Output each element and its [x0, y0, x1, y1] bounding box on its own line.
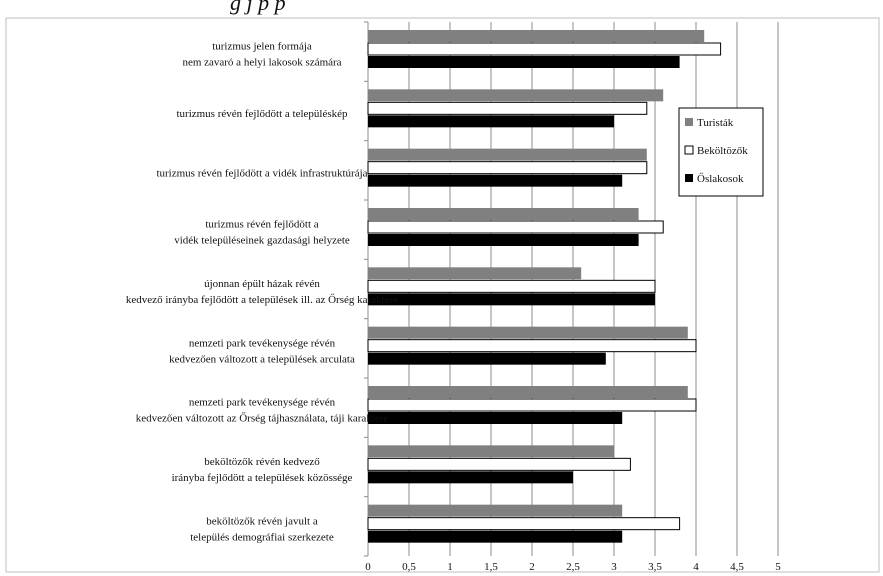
bar-turisták [368, 386, 688, 398]
x-tick-label: 4,5 [730, 561, 744, 573]
x-tick-label: 0,5 [402, 561, 416, 573]
category-label-line: irányba fejlődött a települések közösség… [172, 472, 353, 484]
x-tick-label: 0 [365, 561, 371, 573]
category-label-line: turizmus jelen formája [212, 41, 312, 53]
category-label: beköltözők révén javult a település demog… [190, 515, 334, 543]
bar-turisták [368, 30, 705, 42]
legend-swatch [684, 145, 694, 155]
x-tick-label: 1 [447, 561, 453, 573]
bar-beköltözők [367, 398, 697, 412]
category-label-line: település demográfiai szerkezete [190, 531, 334, 543]
bar-őslakosok [368, 174, 623, 187]
category-label-line: vidék településeinek gazdasági helyzete [174, 235, 350, 247]
category-label-line: turizmus révén fejlődött a [205, 219, 318, 231]
header-fragment: g j p p [230, 0, 286, 15]
bar-beköltözők [367, 339, 697, 353]
category-label: nemzeti park tevékenysége révén kedvezően… [136, 397, 389, 425]
category-label: újonnan épült házak révén kedvező irányba… [126, 278, 398, 306]
x-tick-label: 2,5 [566, 561, 580, 573]
bar-beköltözők [367, 220, 664, 234]
legend-swatch [685, 174, 693, 182]
x-tick-label: 4 [693, 561, 699, 573]
category-label: turizmus révén fejlődött a településkép [176, 108, 348, 120]
bar-beköltözők [367, 42, 722, 56]
legend-label: Beköltözők [697, 145, 748, 157]
bar-őslakosok [368, 115, 614, 128]
x-tick-label: 3 [611, 561, 617, 573]
bar-őslakosok [368, 471, 573, 484]
legend-swatch [685, 118, 693, 126]
bar-beköltözők [367, 101, 648, 115]
bar-turisták [368, 326, 688, 339]
category-label: turizmus révén fejlődött a vidék infrast… [156, 167, 367, 179]
bar-beköltözők [367, 279, 656, 293]
bar-beköltözők [367, 457, 631, 471]
category-label-line: beköltözők révén javult a [206, 515, 318, 527]
legend-label: Turisták [697, 117, 734, 129]
bar-turisták [368, 504, 623, 517]
bar-őslakosok [368, 412, 623, 424]
x-tick-label: 1,5 [484, 561, 498, 573]
x-tick-label: 3,5 [648, 561, 662, 573]
category-label-line: nem zavaró a helyi lakosok számára [182, 57, 341, 69]
bar-őslakosok [368, 352, 606, 365]
category-label-line: turizmus révén fejlődött a településkép [176, 108, 348, 120]
category-label-line: beköltözők révén kedvező [204, 456, 320, 468]
category-label: nemzeti park tevékenysége révén kedvezően… [169, 337, 355, 365]
x-tick-label: 5 [775, 561, 781, 573]
bar-turisták [368, 208, 639, 220]
x-tick-label: 2 [529, 561, 535, 573]
category-label-line: kedvezően változott az Őrség tájhasznála… [136, 413, 389, 425]
bar-beköltözők [367, 161, 648, 175]
category-label-line: újonnan épült házak révén [204, 278, 320, 290]
bar-őslakosok [368, 293, 655, 306]
category-label: turizmus jelen formája nem zavaró a helyi… [182, 41, 341, 69]
category-label-line: kedvezően változott a települések arcula… [169, 353, 355, 365]
category-label-line: kedvező irányba fejlődött a települések … [126, 294, 398, 306]
category-label: beköltözők révén kedvező irányba fejlődöt… [172, 456, 353, 484]
bar-turisták [368, 267, 582, 280]
bar-turisták [368, 445, 614, 458]
bar-turisták [368, 148, 647, 161]
bar-őslakosok [368, 234, 639, 246]
bar-turisták [368, 89, 664, 102]
bar-őslakosok [368, 56, 680, 68]
bar-beköltözők [367, 517, 681, 531]
category-label: turizmus révén fejlődött a vidék települé… [174, 219, 350, 247]
category-label-line: nemzeti park tevékenysége révén [189, 337, 336, 349]
category-label-line: turizmus révén fejlődött a vidék infrast… [156, 167, 367, 179]
category-label-line: nemzeti park tevékenysége révén [189, 397, 336, 409]
bar-őslakosok [368, 530, 623, 543]
legend-label: Őslakosok [697, 173, 744, 185]
